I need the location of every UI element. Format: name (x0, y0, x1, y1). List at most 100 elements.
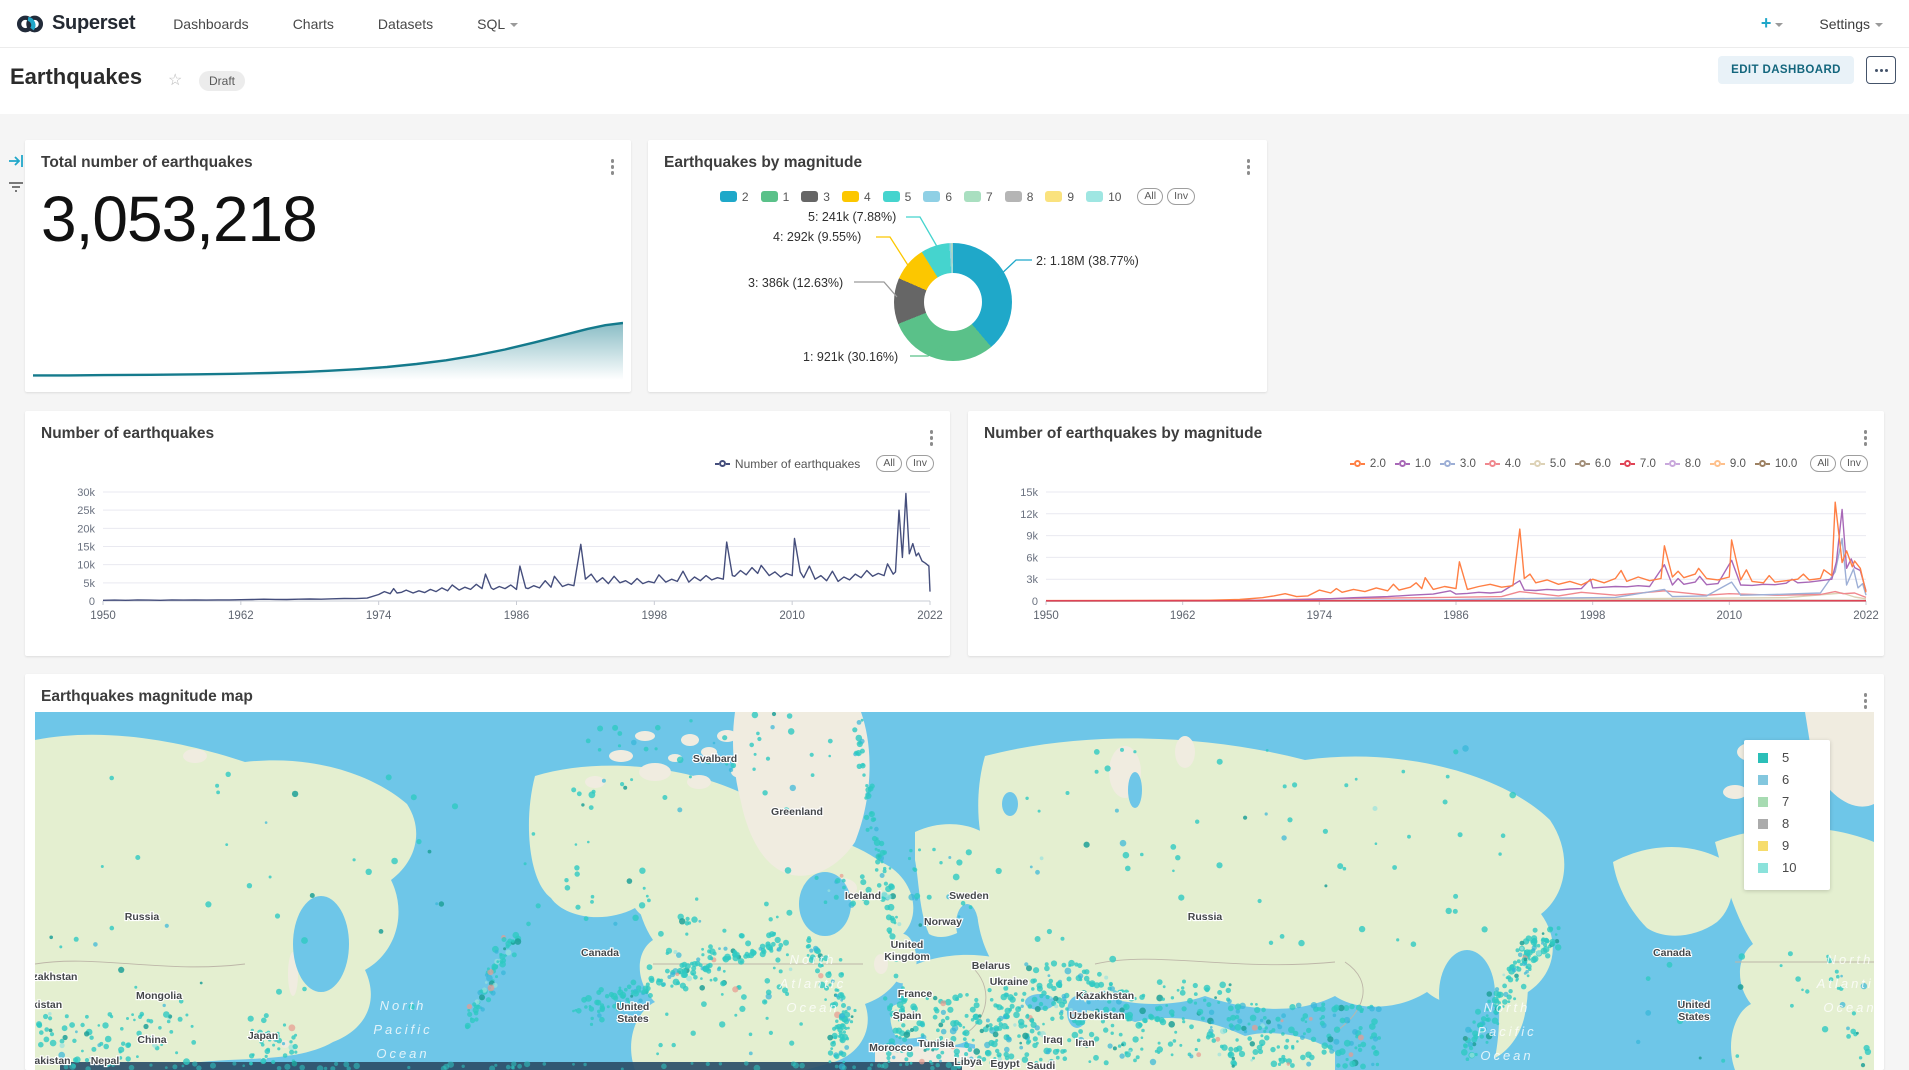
new-item-button[interactable]: + (1761, 13, 1784, 34)
kebab-menu-icon[interactable] (1244, 156, 1254, 178)
donut-legend-item[interactable]: 2 (719, 190, 749, 204)
map-country-label: Svalbard (693, 753, 737, 765)
map-country-label: Saudi (1027, 1060, 1056, 1070)
legend-item[interactable]: 4.0 (1484, 458, 1521, 470)
donut-legend-item[interactable]: 8 (1004, 190, 1033, 204)
expand-filter-bar-icon[interactable] (7, 152, 25, 170)
donut-legend-item[interactable]: 3 (801, 190, 830, 204)
svg-text:1998: 1998 (642, 610, 668, 622)
series-marker-icon (1394, 460, 1410, 467)
chevron-down-icon (1775, 22, 1784, 27)
map-legend-item[interactable]: 9 (1758, 838, 1830, 853)
map-country-label: China (137, 1034, 166, 1046)
donut-legend-item[interactable]: 6 (923, 190, 952, 204)
legend-swatch (1758, 796, 1768, 807)
nav-item-charts[interactable]: Charts (292, 15, 334, 32)
nav-item-dashboards[interactable]: Dashboards (173, 15, 249, 32)
map-legend-item[interactable]: 6 (1758, 772, 1830, 787)
legend-all-button[interactable]: All (1137, 188, 1164, 205)
world-map[interactable]: North Pacific Ocean North Atlantic Ocean North… (35, 712, 1874, 1070)
donut-callout: 5: 241k (7.88%) (808, 210, 897, 224)
legend-inv-button[interactable]: Inv (1839, 455, 1868, 472)
donut-legend-item[interactable]: 10 (1086, 190, 1121, 204)
map-country-label: Russia (1188, 911, 1223, 923)
legend-item[interactable]: 6.0 (1574, 458, 1611, 470)
kebab-menu-icon[interactable] (1861, 427, 1871, 449)
nav-item-sql[interactable]: SQL (477, 16, 519, 32)
legend-all-button[interactable]: All (876, 455, 902, 472)
donut-legend-item[interactable]: 7 (964, 190, 993, 204)
legend-swatch (1758, 752, 1768, 763)
kebab-menu-icon[interactable] (1861, 690, 1871, 712)
series-marker-icon (1529, 460, 1545, 467)
map-country-label: Morocco (869, 1042, 913, 1054)
line-legend: 2.0 1.0 3.0 4.0 5.0 6.0 7.0 8.0 9.0 10.0 All Inv (1349, 455, 1868, 472)
map-legend-item[interactable]: 5 (1758, 750, 1830, 765)
superset-infinity-icon (16, 15, 44, 32)
donut-chart[interactable] (894, 243, 1012, 361)
map-country-label: Iran (1075, 1037, 1094, 1049)
superset-logo[interactable]: Superset (16, 10, 135, 38)
svg-text:5k: 5k (83, 578, 95, 590)
donut-legend-item[interactable]: 5 (882, 190, 911, 204)
chevron-down-icon (510, 22, 519, 27)
ocean-label: Ocean (1823, 1000, 1874, 1015)
filter-icon[interactable] (7, 178, 25, 196)
more-options-button[interactable] (1866, 56, 1896, 84)
map-legend-item[interactable]: 10 (1758, 860, 1830, 875)
legend-item[interactable]: 7.0 (1619, 458, 1656, 470)
svg-text:1974: 1974 (366, 610, 392, 622)
svg-text:1962: 1962 (1170, 610, 1196, 622)
chart-title: Number of earthquakes by magnitude (984, 425, 1263, 442)
legend-item[interactable]: 10.0 (1754, 458, 1797, 470)
status-badge: Draft (199, 71, 246, 91)
map-country-label: United States (1678, 999, 1711, 1023)
svg-text:2022: 2022 (1853, 610, 1879, 622)
donut-callout: 1: 921k (30.16%) (803, 350, 899, 364)
legend-item[interactable]: 3.0 (1439, 458, 1476, 470)
series-marker-icon (1349, 460, 1365, 467)
ocean-label: North (380, 998, 427, 1013)
legend-swatch (1758, 862, 1768, 873)
legend-inv-button[interactable]: Inv (1167, 188, 1196, 205)
map-legend-item[interactable]: 8 (1758, 816, 1830, 831)
map-legend-item[interactable]: 7 (1758, 794, 1830, 809)
legend-item[interactable]: 9.0 (1709, 458, 1746, 470)
legend-swatch (1086, 191, 1104, 202)
ocean-label: North (1827, 952, 1874, 967)
map-country-label: Iraq (1043, 1034, 1062, 1046)
legend-swatch (1758, 840, 1768, 851)
edit-dashboard-button[interactable]: EDIT DASHBOARD (1718, 56, 1854, 84)
legend-swatch (1758, 774, 1768, 785)
kebab-menu-icon[interactable] (608, 156, 618, 178)
donut-legend-item[interactable]: 9 (1045, 190, 1074, 204)
donut-callout: 4: 292k (9.55%) (773, 230, 862, 244)
favorite-star-icon[interactable]: ☆ (168, 72, 183, 89)
settings-menu[interactable]: Settings (1819, 16, 1883, 32)
dashboard-header: Earthquakes ☆ Draft EDIT DASHBOARD (0, 48, 1909, 114)
card-number-of-earthquakes: Number of earthquakes Number of earthqua… (25, 411, 950, 656)
kebab-menu-icon[interactable] (927, 427, 937, 449)
legend-item[interactable]: 2.0 (1349, 458, 1386, 470)
legend-item[interactable]: 1.0 (1394, 458, 1431, 470)
map-country-label: Mongolia (136, 990, 182, 1002)
nav-item-datasets[interactable]: Datasets (377, 15, 434, 32)
legend-swatch (841, 191, 859, 202)
legend-item[interactable]: Number of earthquakes (714, 457, 860, 471)
donut-legend-item[interactable]: 1 (760, 190, 789, 204)
legend-swatch (801, 191, 819, 202)
legend-item[interactable]: 8.0 (1664, 458, 1701, 470)
map-country-label: Greenland (771, 806, 823, 818)
svg-text:2010: 2010 (1717, 610, 1743, 622)
map-country-label: Norway (924, 916, 962, 928)
line-legend: Number of earthquakes All Inv (714, 455, 934, 472)
legend-all-button[interactable]: All (1810, 455, 1836, 472)
map-legend: 5 6 7 8 9 10 (1744, 740, 1830, 890)
chart-title: Total number of earthquakes (41, 154, 253, 171)
legend-item[interactable]: 5.0 (1529, 458, 1566, 470)
ocean-label: Ocean (786, 1000, 839, 1015)
line-chart: 0 3k 6k 9k 12k 15k 1950 1962 1974 1986 1998 2010 202… (1020, 487, 1879, 622)
svg-text:0: 0 (1032, 596, 1038, 608)
donut-legend-item[interactable]: 4 (841, 190, 871, 204)
legend-inv-button[interactable]: Inv (905, 455, 934, 472)
